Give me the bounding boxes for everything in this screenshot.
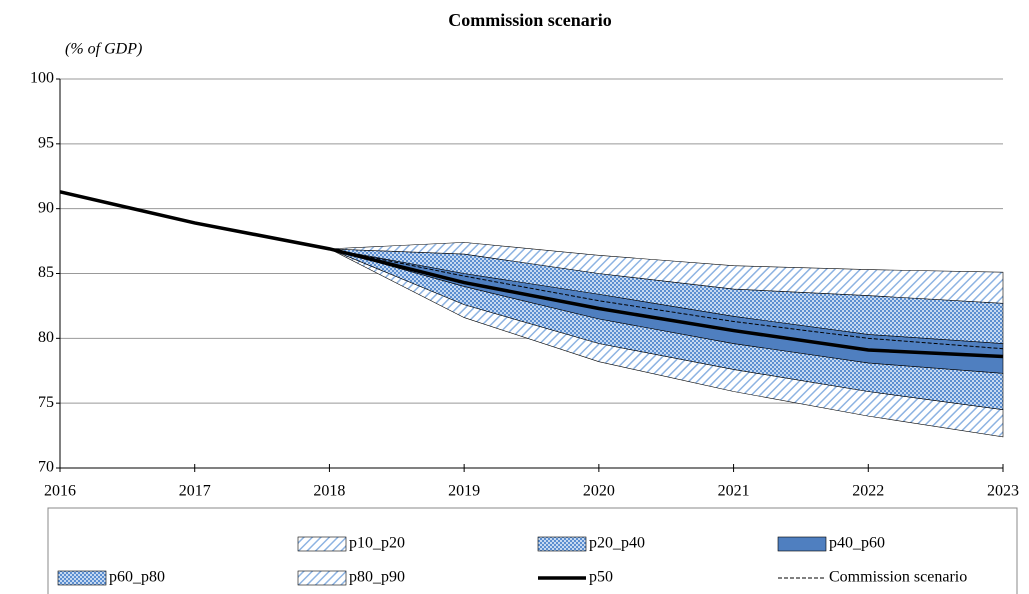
y-tick-label: 95 — [38, 135, 54, 152]
line-series — [329, 248, 1004, 350]
legend-label: p40_p60 — [829, 535, 885, 552]
fan-band — [329, 242, 1004, 304]
legend-swatch — [537, 536, 587, 552]
x-tick-label: 2021 — [718, 483, 750, 500]
legend-box — [47, 507, 1018, 594]
legend-label: p80_p90 — [349, 569, 405, 586]
line-series — [59, 190, 1004, 359]
y-tick-label: 90 — [38, 199, 54, 216]
x-tick-label: 2019 — [448, 483, 480, 500]
x-tick-label: 2018 — [313, 483, 345, 500]
x-tick-label: 2017 — [179, 483, 211, 500]
x-tick-label: 2022 — [852, 483, 884, 500]
y-tick-label: 100 — [30, 70, 54, 87]
legend-swatch — [57, 570, 107, 586]
x-tick-label: 2016 — [44, 483, 76, 500]
x-tick-label: 2023 — [987, 483, 1019, 500]
legend-swatch — [297, 570, 347, 586]
y-tick-label: 70 — [38, 459, 54, 476]
legend-label: p10_p20 — [349, 535, 405, 552]
y-tick-label: 75 — [38, 394, 54, 411]
y-axis-label: (% of GDP) — [65, 41, 142, 58]
legend-label: p50 — [589, 569, 613, 586]
legend-swatch — [777, 536, 827, 552]
x-tick-label: 2020 — [583, 483, 615, 500]
y-tick-label: 80 — [38, 329, 54, 346]
legend-label: p60_p80 — [109, 569, 165, 586]
legend-swatch — [297, 536, 347, 552]
chart-title: Commission scenario — [448, 10, 612, 30]
legend-label: Commission scenario — [829, 569, 967, 586]
y-tick-label: 85 — [38, 264, 54, 281]
legend-label: p20_p40 — [589, 535, 645, 552]
